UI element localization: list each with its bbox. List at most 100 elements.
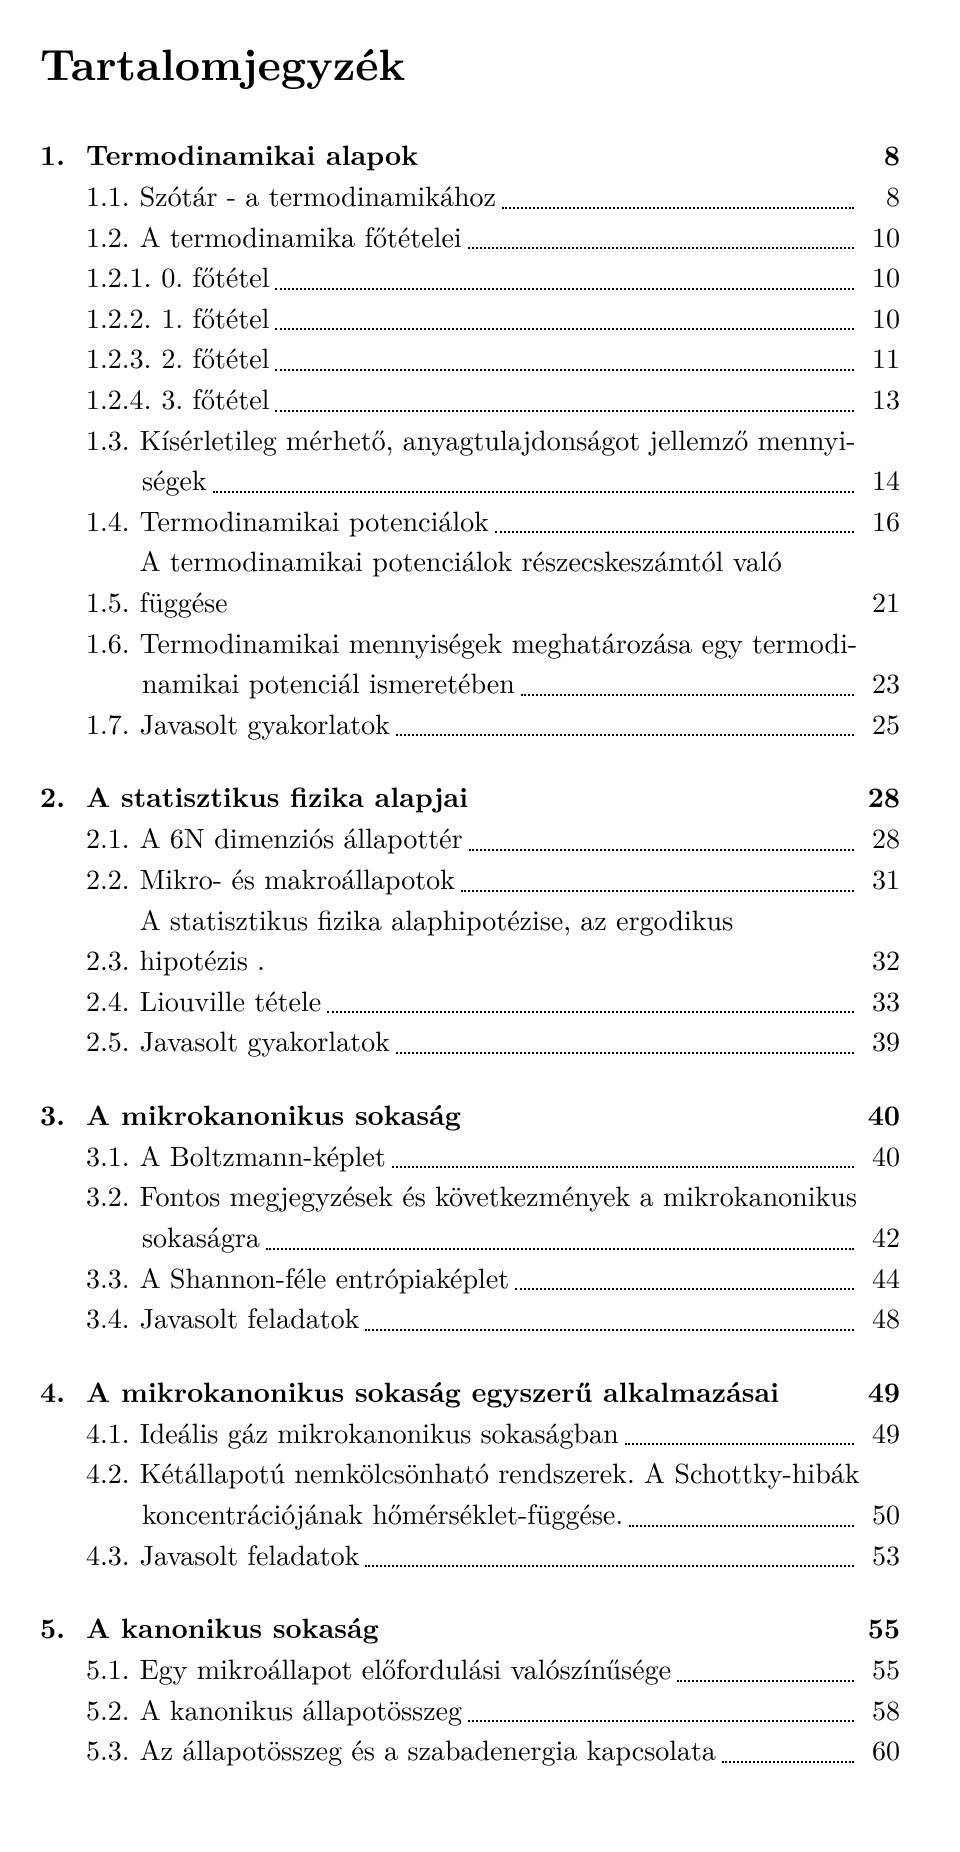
section-number: 1.5. xyxy=(86,581,140,622)
section-title: A kanonikus állapotösszeg xyxy=(140,1689,462,1730)
section-row: 3.1.A Boltzmann-képlet 40 xyxy=(40,1135,900,1176)
leader-dots xyxy=(461,890,854,892)
section-page: 50 xyxy=(860,1493,900,1534)
section-row: 1.6.Termodinamikai mennyiségek meghatáro… xyxy=(40,622,900,703)
leader-dots xyxy=(629,1525,854,1527)
section-title-line2: sokaságra xyxy=(142,1216,260,1257)
leader-dots xyxy=(396,734,854,736)
section-row: 3.2.Fontos megjegyzések és következménye… xyxy=(40,1175,900,1256)
section-page: 8 xyxy=(860,175,900,216)
section-title: 0. főtétel xyxy=(161,256,269,297)
section-title: A termodinamika főtételei xyxy=(140,216,462,257)
section-title: Szótár - a termodinamikához xyxy=(140,175,496,216)
section-number: 1.2.3. xyxy=(86,337,161,378)
chapter-title: A kanonikus sokaság xyxy=(86,1606,860,1648)
section-page: 10 xyxy=(860,297,900,338)
section-title: Javasolt feladatok xyxy=(140,1297,360,1338)
section-page: 58 xyxy=(860,1689,900,1730)
toc-body: 1.Termodinamikai alapok8 1.1.Szótár - a t… xyxy=(40,133,900,1770)
chapter-page: 8 xyxy=(860,133,900,175)
leader-dots xyxy=(625,1443,854,1445)
section-number: 5.1. xyxy=(86,1648,140,1689)
section-number: 2.1. xyxy=(86,817,140,858)
section-page: 10 xyxy=(860,216,900,257)
section-page: 60 xyxy=(860,1729,900,1770)
section-title: A 6N dimenziós állapottér xyxy=(140,817,463,858)
section-page: 13 xyxy=(860,378,900,419)
section-row: 2.2.Mikro- és makroállapotok 31 xyxy=(40,858,900,899)
section-page: 31 xyxy=(860,858,900,899)
leader-dots xyxy=(502,207,854,209)
section-title: A Boltzmann-képlet xyxy=(140,1135,386,1176)
section-number: 1.7. xyxy=(86,703,140,744)
chapter: 2.A statisztikus fizika alapjai282.1.A 6… xyxy=(40,775,900,1061)
chapter-title: Termodinamikai alapok xyxy=(86,133,860,175)
chapter-title: A mikrokanonikus sokaság egyszerű alkalm… xyxy=(86,1370,860,1412)
section-row: 2.3.A statisztikus fizika alaphipotézise… xyxy=(40,899,900,980)
section-number: 1.4. xyxy=(86,500,140,541)
leader-dots xyxy=(365,1329,854,1331)
section-title: Javasolt feladatok xyxy=(140,1534,360,1575)
section-number: 2.2. xyxy=(86,858,140,899)
chapter-number: 2. xyxy=(40,775,86,817)
section-page: 11 xyxy=(860,337,900,378)
chapter: 5.A kanonikus sokaság555.1.Egy mikroálla… xyxy=(40,1606,900,1770)
chapter-page: 55 xyxy=(860,1606,900,1648)
section-number: 1.2.4. xyxy=(86,378,161,419)
section-number: 4.3. xyxy=(86,1534,140,1575)
chapter-number: 4. xyxy=(40,1370,86,1412)
leader-dots xyxy=(521,694,854,696)
section-title-line2: namikai potenciál ismeretében xyxy=(142,662,515,703)
section-page: 55 xyxy=(860,1648,900,1689)
section-number: 1.2.1. xyxy=(86,256,161,297)
section-row: 5.1.Egy mikroállapot előfordulási valósz… xyxy=(40,1648,900,1689)
section-page: 21 xyxy=(860,581,900,622)
chapter-title: A mikrokanonikus sokaság xyxy=(86,1093,860,1135)
section-row: 1.2.2.1. főtétel10 xyxy=(40,297,900,338)
section-page: 44 xyxy=(860,1257,900,1298)
section-row: 5.3.Az állapotösszeg és a szabadenergia … xyxy=(40,1729,900,1770)
section-title: 2. főtétel xyxy=(161,337,269,378)
chapter-row: 4.A mikrokanonikus sokaság egyszerű alka… xyxy=(40,1370,900,1412)
section-number: 1.3. xyxy=(86,419,140,460)
section-title-line2: ségek xyxy=(142,459,207,500)
section-row: 1.2.1.0. főtétel 10 xyxy=(40,256,900,297)
leader-dots xyxy=(327,1011,854,1013)
chapter: 4.A mikrokanonikus sokaság egyszerű alka… xyxy=(40,1370,900,1574)
section-row: 3.3.A Shannon-féle entrópiaképlet44 xyxy=(40,1257,900,1298)
section-title: Mikro- és makroállapotok xyxy=(140,858,455,899)
section-number: 3.2. xyxy=(86,1175,140,1216)
section-page: 10 xyxy=(860,256,900,297)
section-row: 1.3.Kísérletileg mérhető, anyagtulajdons… xyxy=(40,419,900,500)
section-page: 25 xyxy=(860,703,900,744)
leader-dots xyxy=(722,1761,854,1763)
leader-dots xyxy=(275,328,854,330)
section-number: 1.1. xyxy=(86,175,140,216)
section-row: 1.2.3.2. főtétel 11 xyxy=(40,337,900,378)
chapter-number: 1. xyxy=(40,133,86,175)
section-row: 2.5.Javasolt gyakorlatok39 xyxy=(40,1020,900,1061)
section-row: 1.5.A termodinamikai potenciálok részecs… xyxy=(40,540,900,621)
leader-dots xyxy=(469,849,854,851)
chapter-row: 3.A mikrokanonikus sokaság40 xyxy=(40,1093,900,1135)
section-number: 4.1. xyxy=(86,1412,140,1453)
section-page: 23 xyxy=(860,662,900,703)
section-number: 3.1. xyxy=(86,1135,140,1176)
leader-dots xyxy=(677,1680,854,1682)
section-number: 5.2. xyxy=(86,1689,140,1730)
section-title: Termodinamikai potenciálok xyxy=(140,500,489,541)
section-row: 4.2.Kétállapotú nemkölcsönható rendszere… xyxy=(40,1452,900,1533)
toc-page: Tartalomjegyzék 1.Termodinamikai alapok8… xyxy=(0,0,960,1852)
chapter-number: 3. xyxy=(40,1093,86,1135)
leader-dots xyxy=(275,410,854,412)
leader-dots xyxy=(396,1052,854,1054)
section-row: 4.3.Javasolt feladatok53 xyxy=(40,1534,900,1575)
section-page: 39 xyxy=(860,1020,900,1061)
section-page: 16 xyxy=(860,500,900,541)
section-number: 2.4. xyxy=(86,980,140,1021)
chapter: 3.A mikrokanonikus sokaság403.1.A Boltzm… xyxy=(40,1093,900,1338)
section-title-line1: Kísérletileg mérhető, anyagtulajdonságot… xyxy=(140,419,900,460)
section-page: 40 xyxy=(860,1135,900,1176)
section-row: 3.4.Javasolt feladatok48 xyxy=(40,1297,900,1338)
section-page: 28 xyxy=(860,817,900,858)
